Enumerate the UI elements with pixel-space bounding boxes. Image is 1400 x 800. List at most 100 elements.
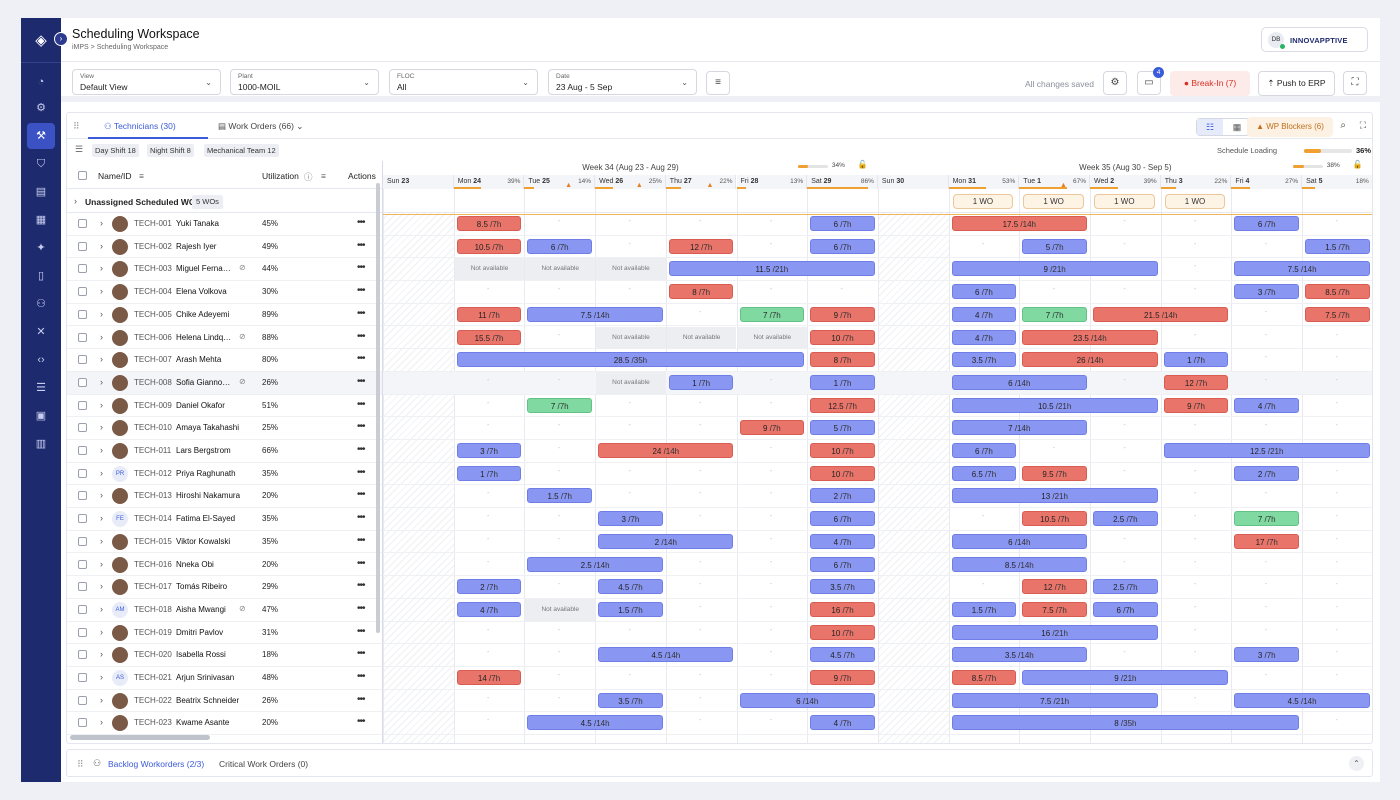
- chevron-right-icon[interactable]: ›: [100, 649, 103, 660]
- empty-slot[interactable]: -: [628, 467, 631, 475]
- brand-badge[interactable]: DB INNOVAPPTIVE: [1261, 27, 1368, 52]
- settings-icon[interactable]: ⚙: [1103, 71, 1127, 95]
- empty-slot[interactable]: -: [769, 717, 773, 725]
- schedule-block[interactable]: 8.5 /7h: [951, 670, 1017, 685]
- schedule-block[interactable]: 1 /7h: [456, 465, 522, 481]
- schedule-block[interactable]: 9 /7h: [1163, 397, 1229, 413]
- schedule-block[interactable]: 3.5 /7h: [810, 579, 875, 595]
- empty-slot[interactable]: -: [1194, 263, 1197, 271]
- empty-slot[interactable]: -: [1335, 422, 1338, 430]
- fullscreen-icon[interactable]: ⛶: [1343, 71, 1367, 95]
- empty-slot[interactable]: -: [699, 308, 702, 316]
- lock-icon[interactable]: 🔓: [1352, 160, 1363, 169]
- empty-slot[interactable]: -: [557, 218, 561, 225]
- schedule-block[interactable]: 9.5 /7h: [1022, 465, 1087, 481]
- row-checkbox[interactable]: [78, 627, 87, 637]
- schedule-block[interactable]: 4 /7h: [951, 306, 1017, 322]
- technician-name[interactable]: Sofia Gianno…: [176, 377, 231, 387]
- empty-slot[interactable]: -: [1335, 490, 1338, 498]
- schedule-block[interactable]: 4 /7h: [810, 715, 875, 731]
- row-actions-menu-icon[interactable]: •••: [357, 444, 365, 455]
- schedule-block[interactable]: 2 /7h: [1234, 465, 1300, 481]
- schedule-block[interactable]: 11.5 /21h: [668, 261, 875, 277]
- empty-slot[interactable]: -: [1335, 672, 1338, 679]
- schedule-block[interactable]: 4.5 /14h: [527, 715, 663, 731]
- sliders-icon[interactable]: ☰: [36, 382, 46, 394]
- schedule-block[interactable]: 4 /7h: [1234, 397, 1300, 413]
- row-actions-menu-icon[interactable]: •••: [357, 239, 365, 251]
- technician-name[interactable]: Arjun Srinivasan: [176, 673, 235, 682]
- empty-slot[interactable]: -: [557, 672, 561, 679]
- technician-name[interactable]: Priya Raghunath: [176, 468, 236, 478]
- empty-slot[interactable]: -: [699, 490, 702, 498]
- empty-slot[interactable]: -: [981, 513, 985, 521]
- row-checkbox[interactable]: [78, 673, 87, 682]
- table-row[interactable]: › TECH-020 Isabella Rossi 18% ••• - - - - - - 4.5 /…: [67, 644, 1372, 667]
- schedule-block[interactable]: 2 /7h: [810, 488, 875, 504]
- schedule-block[interactable]: 7 /14h: [951, 420, 1087, 436]
- unassigned-row[interactable]: › Unassigned Scheduled WO 5 WOs: [67, 191, 1372, 213]
- chevron-right-icon[interactable]: ›: [100, 581, 103, 592]
- row-checkbox[interactable]: [78, 718, 87, 728]
- empty-slot[interactable]: -: [557, 581, 561, 589]
- schedule-block[interactable]: 6 /7h: [810, 238, 875, 254]
- empty-slot[interactable]: -: [557, 694, 561, 702]
- empty-slot[interactable]: -: [487, 422, 490, 430]
- schedule-block[interactable]: 16 /7h: [810, 601, 875, 617]
- document-icon[interactable]: ▯: [37, 270, 45, 282]
- empty-slot[interactable]: -: [769, 581, 773, 589]
- chevron-right-icon[interactable]: ›: [100, 535, 103, 546]
- schedule-block[interactable]: 1.5 /7h: [1305, 238, 1370, 254]
- empty-slot[interactable]: -: [1194, 331, 1197, 339]
- technician-name[interactable]: Amaya Takahashi: [176, 423, 239, 433]
- chevron-right-icon[interactable]: ›: [100, 717, 103, 728]
- schedule-block[interactable]: 26 /14h: [1022, 352, 1158, 368]
- search-icon[interactable]: ⌕: [1340, 120, 1346, 131]
- row-checkbox[interactable]: [78, 559, 87, 569]
- floc-select[interactable]: FLOC All ⌄: [389, 69, 538, 95]
- table-row[interactable]: › TECH-007 Arash Mehta 80% ••• - - 28.5 /35h 8 /…: [67, 349, 1372, 372]
- empty-slot[interactable]: -: [769, 558, 773, 566]
- empty-slot[interactable]: -: [1194, 286, 1197, 294]
- schedule-block[interactable]: 6 /14h: [739, 692, 875, 708]
- schedule-block[interactable]: 2.5 /14h: [527, 556, 663, 572]
- table-row[interactable]: › TECH-010 Amaya Takahashi 25% ••• - - - - - - - - 9 …: [67, 417, 1372, 440]
- empty-slot[interactable]: -: [769, 649, 773, 657]
- empty-slot[interactable]: -: [1123, 467, 1126, 475]
- empty-slot[interactable]: -: [557, 467, 561, 475]
- table-row[interactable]: › TECH-001 Yuki Tanaka 45% ••• - - - - - - - 8.5 /7h…: [67, 213, 1372, 236]
- empty-slot[interactable]: -: [557, 626, 561, 634]
- schedule-block[interactable]: 7.5 /7h: [1022, 601, 1087, 617]
- technician-name[interactable]: Nneka Obi: [176, 559, 214, 569]
- row-checkbox[interactable]: [78, 287, 87, 297]
- empty-slot[interactable]: -: [1123, 535, 1126, 543]
- empty-slot[interactable]: -: [487, 490, 490, 498]
- empty-slot[interactable]: -: [1335, 717, 1338, 725]
- sliders-icon[interactable]: ☰: [75, 144, 84, 154]
- chevron-right-icon[interactable]: ›: [100, 308, 103, 319]
- technician-name[interactable]: Arash Mehta: [176, 355, 222, 365]
- table-row[interactable]: › TECH-006 Helena Lindq… ⊘ 88% ••• - - - - Not ava…: [67, 326, 1372, 350]
- schedule-block[interactable]: 12 /7h: [1022, 579, 1087, 595]
- technician-name[interactable]: Lars Bergstrom: [176, 446, 231, 455]
- chevron-right-icon[interactable]: ›: [100, 672, 103, 682]
- schedule-block[interactable]: 1.5 /7h: [951, 601, 1017, 617]
- table-row[interactable]: › TECH-002 Rajesh Iyer 49% ••• - - - - - - 10.5 /7h…: [67, 236, 1372, 259]
- empty-slot[interactable]: -: [1123, 218, 1126, 225]
- empty-slot[interactable]: -: [557, 649, 561, 657]
- empty-slot[interactable]: -: [1123, 376, 1126, 384]
- wrench-icon[interactable]: ✕: [36, 326, 46, 338]
- wp-blockers-button[interactable]: ▲ WP Blockers (6): [1247, 117, 1333, 137]
- schedule-block[interactable]: 1 /7h: [668, 374, 734, 390]
- row-checkbox[interactable]: [78, 219, 87, 228]
- empty-slot[interactable]: -: [487, 626, 490, 634]
- row-checkbox[interactable]: [78, 695, 87, 705]
- schedule-block[interactable]: 3.5 /7h: [951, 352, 1017, 368]
- row-actions-menu-icon[interactable]: •••: [357, 421, 365, 433]
- empty-slot[interactable]: -: [1123, 558, 1126, 566]
- schedule-block[interactable]: 9 /7h: [739, 420, 805, 436]
- empty-slot[interactable]: -: [1123, 445, 1126, 452]
- technician-name[interactable]: Viktor Kowalski: [176, 536, 231, 546]
- technician-name[interactable]: Helena Lindq…: [176, 332, 232, 342]
- technician-name[interactable]: Tomás Ribeiro: [176, 582, 228, 592]
